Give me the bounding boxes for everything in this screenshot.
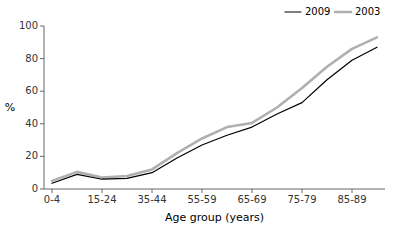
y-axis-line (44, 26, 45, 189)
y-axis-label: % (5, 101, 15, 114)
legend-swatch (285, 11, 301, 12)
x-tick-label: 55-59 (187, 194, 216, 205)
y-tick (40, 123, 44, 124)
legend-label: 2009 (305, 6, 330, 17)
x-tick (52, 189, 53, 193)
y-tick (40, 91, 44, 92)
x-tick (352, 189, 353, 193)
x-tick (152, 189, 153, 193)
y-tick (40, 156, 44, 157)
legend: 2009 2003 (285, 6, 380, 17)
x-axis-label: Age group (years) (165, 211, 264, 224)
legend-label: 2003 (355, 6, 380, 17)
x-tick-label: 35-44 (137, 194, 166, 205)
y-tick-label: 20 (25, 150, 38, 161)
plot-area (52, 37, 377, 183)
x-tick-label: 65-69 (237, 194, 266, 205)
x-tick (202, 189, 203, 193)
y-tick-label: 100 (19, 20, 38, 31)
y-tick (40, 189, 44, 190)
x-tick-label: 0-4 (44, 194, 60, 205)
x-tick-label: 75-79 (287, 194, 316, 205)
y-tick (40, 58, 44, 59)
y-tick-label: 0 (32, 183, 38, 194)
x-tick (102, 189, 103, 193)
y-tick-label: 40 (25, 118, 38, 129)
legend-swatch (335, 11, 351, 14)
y-tick (40, 26, 44, 27)
x-tick-label: 85-89 (337, 194, 366, 205)
x-axis-line (44, 189, 385, 190)
x-tick (252, 189, 253, 193)
chart: 0 20 40 60 80 100 0-4 15-24 35-44 55-59 65-69 75-79… (0, 0, 397, 227)
series-line (52, 37, 377, 180)
x-tick (302, 189, 303, 193)
x-tick-label: 15-24 (87, 194, 116, 205)
y-tick-label: 60 (25, 85, 38, 96)
series-line (52, 47, 377, 183)
y-tick-label: 80 (25, 53, 38, 64)
